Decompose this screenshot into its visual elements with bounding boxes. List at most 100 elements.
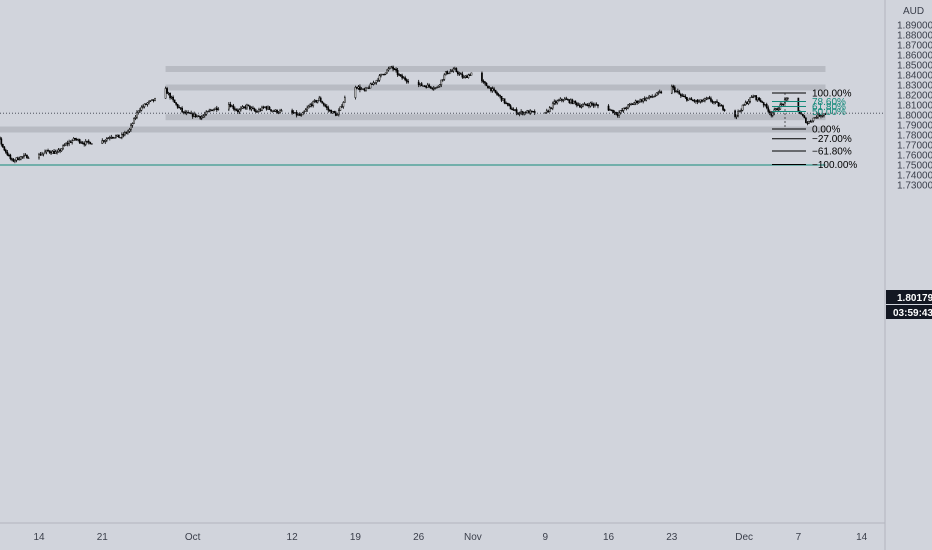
candle-body [401,75,403,79]
candle-body [247,104,250,107]
candle-body [395,68,397,71]
candle-body [658,91,661,93]
candle-body [48,150,51,153]
candle-body [27,157,30,159]
candle-body [752,96,755,98]
candle-body [585,103,587,106]
candle-body [360,88,363,90]
candle-body [118,134,120,138]
candle-body [6,152,9,156]
candle-body [372,82,375,85]
candle-body [449,71,452,74]
candle-body [405,79,408,82]
candle-body [482,80,485,83]
candle-body [101,140,104,144]
candle-body [547,110,550,112]
candle-body [297,113,299,116]
candle-body [315,100,318,103]
candle-body [86,140,89,143]
candle-body [556,100,559,104]
candle-body [322,103,325,106]
candle-body [327,107,330,111]
candle-body [261,106,263,111]
candle-body [69,141,72,143]
candle-body [713,101,715,104]
candle-body [26,154,28,159]
candle-body [9,154,12,159]
candle-body [548,107,551,112]
time-axis[interactable]: 14 21 Oct 12 19 26 Nov 9 16 23 Dec 7 14 [33,532,867,543]
candle-body [508,103,510,106]
candle-body [774,108,777,111]
candle-body [18,158,21,161]
candle-body [173,99,176,103]
candle-body [520,111,522,114]
currency-label: AUD [903,6,924,17]
candle-body [392,66,394,70]
candle-body [298,113,301,116]
candle-body [114,135,117,138]
candle-body [497,94,500,96]
y-tick-label: 1.83000 [897,81,932,92]
candle-body [63,144,66,147]
candle-body [113,137,116,139]
candle-body [422,85,425,87]
candle-body [583,103,586,106]
candle-body [559,98,562,101]
candle-body [371,83,373,85]
candle-body [104,139,107,142]
candle-body [579,104,581,108]
candle-body [463,76,465,79]
candle-body [271,110,274,112]
candle-body [357,86,360,89]
candle-body [441,79,444,81]
candle-body [574,100,577,104]
candle-body [194,113,197,117]
candle-body [136,112,138,118]
price-axis[interactable]: AUD 1.890001.880001.870001.860001.850001… [897,6,932,192]
candle-body [420,83,423,87]
candle-body [621,110,623,112]
fib-level-label: −100.00% [812,160,857,171]
candle-body [570,99,572,103]
candle-body [809,121,812,123]
x-tick-label: Nov [464,532,482,543]
candle-body [636,100,638,104]
candle-body [202,115,205,118]
candle-body [686,97,688,101]
candle-body [229,104,232,108]
candle-body [521,111,524,115]
candle-body [435,87,438,89]
candle-body [526,110,529,114]
candle-body [655,92,658,96]
y-tick-label: 1.86000 [897,51,932,62]
candle-body [1,143,4,148]
candle-body [767,107,770,112]
candle-body [240,107,242,110]
candle-body [762,102,765,106]
candlestick-series [0,65,827,164]
candle-body [45,150,48,153]
candle-body [550,107,553,109]
candle-body [777,108,780,111]
candle-body [693,100,696,102]
candle-body [481,72,483,82]
candle-body [310,104,313,106]
candle-body [232,105,235,109]
candle-body [595,104,598,106]
candle-body [446,71,449,74]
candle-body [276,109,278,113]
candle-body [565,98,568,100]
candle-body [268,106,271,110]
candle-body [568,99,571,103]
candle-body [331,111,334,114]
candle-body [270,109,272,112]
candle-body [444,71,447,76]
candle-body [121,134,123,138]
candle-body [651,96,654,98]
candle-body [499,95,501,97]
candle-body [817,113,819,118]
candle-body [21,156,24,158]
fib-level-label: 61.80% [812,102,846,113]
